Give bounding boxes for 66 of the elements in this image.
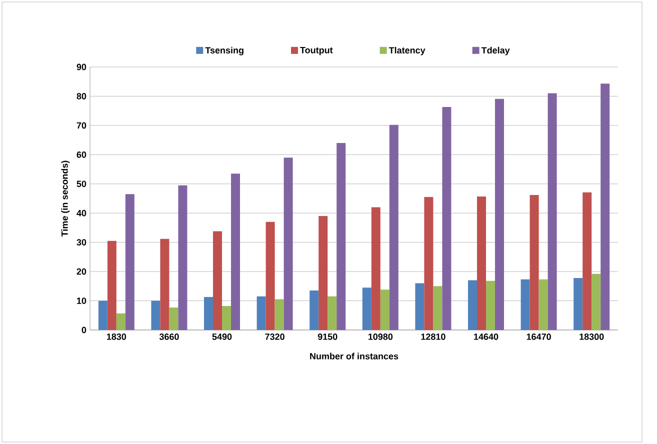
x-tick-label: 1830: [106, 334, 126, 340]
x-tick-label: 5490: [212, 334, 232, 340]
bar: [415, 283, 424, 330]
bar: [486, 280, 495, 330]
legend-label: Toutput: [300, 47, 333, 56]
x-tick-label: 18300: [580, 334, 604, 340]
bar: [477, 196, 486, 330]
bar: [256, 296, 266, 330]
y-tick-label: 50: [76, 180, 86, 188]
legend-label: Tlatency: [388, 46, 426, 56]
bar: [222, 306, 232, 330]
bar: [548, 93, 557, 330]
bar: [538, 279, 548, 330]
bar: [284, 158, 293, 330]
bar: [442, 107, 452, 330]
bar: [178, 185, 188, 330]
y-tick-label: 0: [82, 326, 86, 334]
bar: [266, 222, 275, 330]
bar: [204, 296, 214, 330]
y-tick-label: 30: [76, 239, 86, 246]
y-tick-label: 40: [76, 210, 86, 216]
bar: [600, 84, 610, 330]
bar: [380, 290, 390, 330]
bar: [213, 231, 222, 330]
bar: [98, 300, 108, 330]
bar: [169, 307, 178, 330]
bar: [520, 279, 530, 330]
bar: [107, 240, 116, 330]
bar: [231, 174, 240, 330]
bar: [495, 98, 504, 330]
bar: [468, 280, 477, 330]
x-tick-label: 12810: [421, 334, 446, 340]
bar: [125, 194, 134, 330]
bar: [310, 290, 319, 330]
bar: [160, 238, 170, 330]
bar: [151, 300, 160, 330]
y-tick-label: 90: [76, 64, 86, 70]
y-tick-label: 70: [76, 122, 86, 129]
x-tick-label: 16470: [526, 334, 551, 340]
bar: [530, 194, 539, 330]
x-axis-title: Number of instances: [310, 352, 398, 360]
bar: [424, 197, 434, 330]
bar: [371, 207, 380, 330]
y-tick-label: 20: [76, 268, 86, 275]
y-tick-label: 10: [77, 298, 86, 304]
x-tick-label: 3660: [159, 334, 179, 340]
x-tick-label: 10980: [368, 334, 393, 340]
bar: [582, 192, 592, 330]
bar: [328, 296, 337, 330]
bar: [336, 142, 346, 330]
bar: [318, 216, 328, 330]
y-tick-label: 60: [76, 151, 86, 158]
bar: [433, 286, 442, 330]
legend-label: Tdelay: [481, 46, 510, 56]
y-axis-title: Time (in seconds): [61, 160, 70, 237]
bar: [274, 299, 284, 330]
x-tick-label: 9150: [318, 334, 338, 340]
x-tick-label: 7320: [265, 334, 284, 340]
bar: [574, 278, 583, 330]
bar: [389, 124, 398, 330]
bar: [592, 274, 601, 330]
bar: [116, 313, 126, 330]
y-tick-label: 80: [76, 93, 86, 100]
legend-label: Tsensing: [205, 46, 244, 56]
x-tick-label: 14640: [474, 334, 498, 340]
bar: [362, 288, 372, 330]
